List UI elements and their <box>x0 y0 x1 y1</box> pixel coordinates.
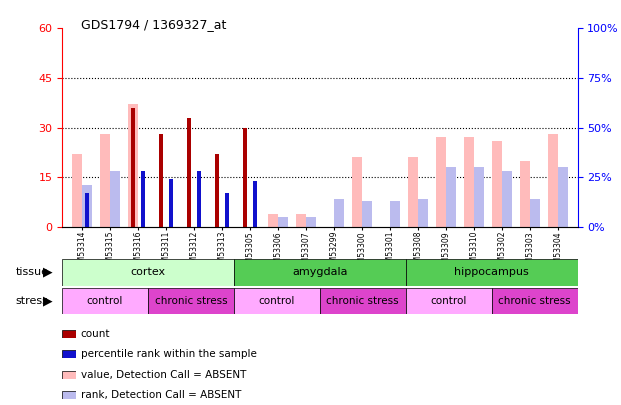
Text: control: control <box>430 296 467 306</box>
Bar <box>131 108 135 227</box>
Bar <box>82 185 91 227</box>
Bar <box>243 128 247 227</box>
Text: count: count <box>81 329 111 339</box>
Bar <box>128 104 138 227</box>
Bar <box>474 167 484 227</box>
Bar <box>334 199 343 227</box>
Bar <box>362 201 371 227</box>
Text: chronic stress: chronic stress <box>327 296 399 306</box>
Text: value, Detection Call = ABSENT: value, Detection Call = ABSENT <box>81 370 246 379</box>
Bar <box>530 199 540 227</box>
Bar <box>234 259 406 286</box>
Bar <box>215 154 219 227</box>
Bar <box>168 179 173 227</box>
Bar <box>492 288 578 314</box>
Bar <box>234 288 320 314</box>
Text: hippocampus: hippocampus <box>454 267 529 277</box>
Text: control: control <box>259 296 295 306</box>
Bar <box>72 154 82 227</box>
Bar <box>268 213 278 227</box>
Bar <box>100 134 110 227</box>
Bar <box>253 181 257 227</box>
Bar <box>110 171 119 227</box>
Bar <box>320 288 406 314</box>
Bar <box>62 259 234 286</box>
Bar <box>406 259 578 286</box>
Text: chronic stress: chronic stress <box>155 296 227 306</box>
Bar <box>352 158 362 227</box>
Text: amygdala: amygdala <box>292 267 348 277</box>
Bar <box>548 134 558 227</box>
Bar <box>306 217 315 227</box>
Text: tissue: tissue <box>16 267 48 277</box>
Bar <box>225 193 229 227</box>
Bar <box>520 161 530 227</box>
Text: cortex: cortex <box>130 267 166 277</box>
Bar <box>406 288 492 314</box>
Text: ▶: ▶ <box>43 294 53 307</box>
Bar <box>436 138 446 227</box>
Bar <box>296 213 306 227</box>
Text: percentile rank within the sample: percentile rank within the sample <box>81 350 256 359</box>
Bar <box>62 288 148 314</box>
Text: rank, Detection Call = ABSENT: rank, Detection Call = ABSENT <box>81 390 241 400</box>
Bar <box>464 138 474 227</box>
Text: GDS1794 / 1369327_at: GDS1794 / 1369327_at <box>81 18 226 31</box>
Bar <box>278 217 288 227</box>
Text: ▶: ▶ <box>43 266 53 279</box>
Bar <box>159 134 163 227</box>
Bar <box>492 141 502 227</box>
Bar <box>408 158 418 227</box>
Bar <box>390 201 400 227</box>
Text: control: control <box>87 296 123 306</box>
Bar <box>418 199 428 227</box>
Text: chronic stress: chronic stress <box>498 296 571 306</box>
Bar <box>558 167 568 227</box>
Bar <box>148 288 234 314</box>
Bar <box>140 171 145 227</box>
Bar <box>84 193 89 227</box>
Bar <box>197 171 201 227</box>
Bar <box>187 118 191 227</box>
Bar <box>446 167 456 227</box>
Bar <box>502 171 512 227</box>
Text: stress: stress <box>16 296 48 306</box>
